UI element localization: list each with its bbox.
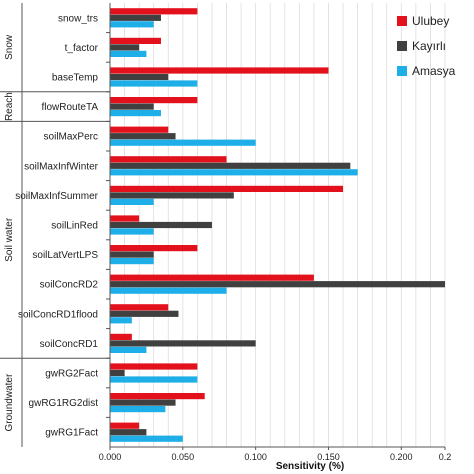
bar-kay-rl-gwrg1rg2dist bbox=[110, 399, 176, 406]
x-tick-label: 0.200 bbox=[390, 452, 413, 462]
category-label-gwrg1fact: gwRG1Fact bbox=[45, 428, 98, 439]
x-tick-label: 0.000 bbox=[99, 452, 122, 462]
bar-kay-rl-gwrg1fact bbox=[110, 429, 147, 436]
bar-ulubey-snow-trs bbox=[110, 8, 198, 15]
bar-ulubey-soilconcrd2 bbox=[110, 274, 314, 281]
bars bbox=[110, 8, 445, 442]
legend-swatch-kay-rl bbox=[397, 41, 407, 51]
category-label-soillatvertlps: soilLatVertLPS bbox=[32, 250, 98, 261]
x-tick-label: 0.050 bbox=[172, 452, 195, 462]
x-tick-label: 0.2 bbox=[439, 452, 452, 462]
bar-kay-rl-t-factor bbox=[110, 44, 140, 51]
bar-ulubey-soilmaxinfsummer bbox=[110, 185, 344, 192]
bar-kay-rl-snow-trs bbox=[110, 14, 161, 21]
category-label-snow-trs: snow_trs bbox=[58, 13, 98, 24]
bar-amasya-soilconcrd1 bbox=[110, 346, 147, 353]
legend-swatch-ulubey bbox=[397, 16, 407, 26]
bar-ulubey-soillatvertlps bbox=[110, 245, 198, 252]
bar-amasya-basetemp bbox=[110, 80, 198, 87]
bar-ulubey-soilconcrd1flood bbox=[110, 304, 169, 311]
legend-swatch-amasya bbox=[397, 66, 407, 76]
group-label-soil-water: Soil water bbox=[4, 217, 15, 262]
bar-amasya-gwrg1rg2dist bbox=[110, 406, 166, 413]
bar-ulubey-flowrouteta bbox=[110, 97, 198, 104]
group-label-reach: Reach bbox=[4, 92, 15, 121]
bar-kay-rl-flowrouteta bbox=[110, 103, 154, 110]
bar-ulubey-soilmaxperc bbox=[110, 126, 169, 133]
category-label-flowrouteta: flowRouteTA bbox=[41, 102, 98, 113]
bar-amasya-soilmaxperc bbox=[110, 139, 256, 146]
x-tick-label: 0.150 bbox=[317, 452, 340, 462]
category-label-soilmaxinfwinter: soilMaxInfWinter bbox=[24, 161, 99, 172]
category-label-soilconcrd1: soilConcRD1 bbox=[40, 339, 99, 350]
grid-lines bbox=[109, 3, 446, 448]
bar-kay-rl-gwrg2fact bbox=[110, 369, 125, 377]
category-label-basetemp: baseTemp bbox=[52, 73, 99, 84]
category-label-gwrg1rg2dist: gwRG1RG2dist bbox=[29, 398, 99, 409]
bar-amasya-snow-trs bbox=[110, 21, 154, 28]
bar-kay-rl-soilconcrd1 bbox=[110, 340, 256, 347]
group-label-groundwater: Groundwater bbox=[4, 373, 15, 431]
bar-ulubey-soillinred bbox=[110, 215, 140, 222]
category-label-t-factor: t_factor bbox=[65, 43, 99, 54]
bar-amasya-soillatvertlps bbox=[110, 258, 154, 265]
x-axis-title: Sensitivity (%) bbox=[276, 461, 344, 472]
category-label-soilmaxinfsummer: soilMaxInfSummer bbox=[15, 191, 98, 202]
bar-kay-rl-soilmaxperc bbox=[110, 133, 176, 140]
bar-amasya-soilconcrd1flood bbox=[110, 317, 132, 324]
bar-kay-rl-soilconcrd1flood bbox=[110, 310, 179, 317]
bar-kay-rl-soilconcrd2 bbox=[110, 281, 445, 288]
x-tick-label: 0.100 bbox=[244, 452, 267, 462]
bar-amasya-soillinred bbox=[110, 228, 154, 235]
bar-amasya-flowrouteta bbox=[110, 110, 161, 117]
bar-ulubey-gwrg1fact bbox=[110, 422, 140, 429]
category-label-soilconcrd1flood: soilConcRD1flood bbox=[18, 309, 98, 320]
bar-kay-rl-soillatvertlps bbox=[110, 251, 154, 258]
legend-label-ulubey: Ulubey bbox=[412, 14, 449, 28]
bar-amasya-t-factor bbox=[110, 50, 147, 57]
bar-amasya-soilmaxinfsummer bbox=[110, 198, 154, 205]
parameter-labels: snow_trs t_factor baseTemp flowRouteTA soilM… bbox=[15, 13, 110, 439]
legend: Ulubey Kayırlı Amasya bbox=[397, 14, 456, 78]
bar-kay-rl-soilmaxinfsummer bbox=[110, 192, 234, 199]
category-label-soilconcrd2: soilConcRD2 bbox=[40, 280, 99, 291]
legend-label-amasya: Amasya bbox=[412, 64, 456, 78]
x-axis: Sensitivity (%) 0.000 0.050 0.100 0.150 0.20… bbox=[99, 447, 452, 472]
bar-kay-rl-basetemp bbox=[110, 73, 169, 81]
bar-ulubey-gwrg1rg2dist bbox=[110, 393, 205, 400]
category-label-gwrg2fact: gwRG2Fact bbox=[45, 369, 98, 380]
category-label-soillinred: soilLinRed bbox=[51, 221, 98, 232]
parameter-groups: Snow Reach Soil water Groundwater bbox=[0, 3, 110, 447]
group-label-snow: Snow bbox=[4, 34, 15, 60]
bar-ulubey-soilmaxinfwinter bbox=[110, 156, 227, 163]
legend-label-kay-rl: Kayırlı bbox=[412, 39, 446, 53]
bar-ulubey-soilconcrd1 bbox=[110, 333, 132, 340]
bar-ulubey-basetemp bbox=[110, 67, 329, 74]
bar-ulubey-gwrg2fact bbox=[110, 363, 198, 370]
bar-kay-rl-soilmaxinfwinter bbox=[110, 162, 351, 169]
bar-kay-rl-soillinred bbox=[110, 221, 212, 229]
category-label-soilmaxperc: soilMaxPerc bbox=[44, 132, 98, 143]
bar-amasya-soilconcrd2 bbox=[110, 287, 227, 294]
bar-amasya-gwrg1fact bbox=[110, 435, 183, 442]
bar-ulubey-t-factor bbox=[110, 37, 161, 44]
bar-amasya-soilmaxinfwinter bbox=[110, 169, 358, 176]
bar-amasya-gwrg2fact bbox=[110, 376, 198, 383]
